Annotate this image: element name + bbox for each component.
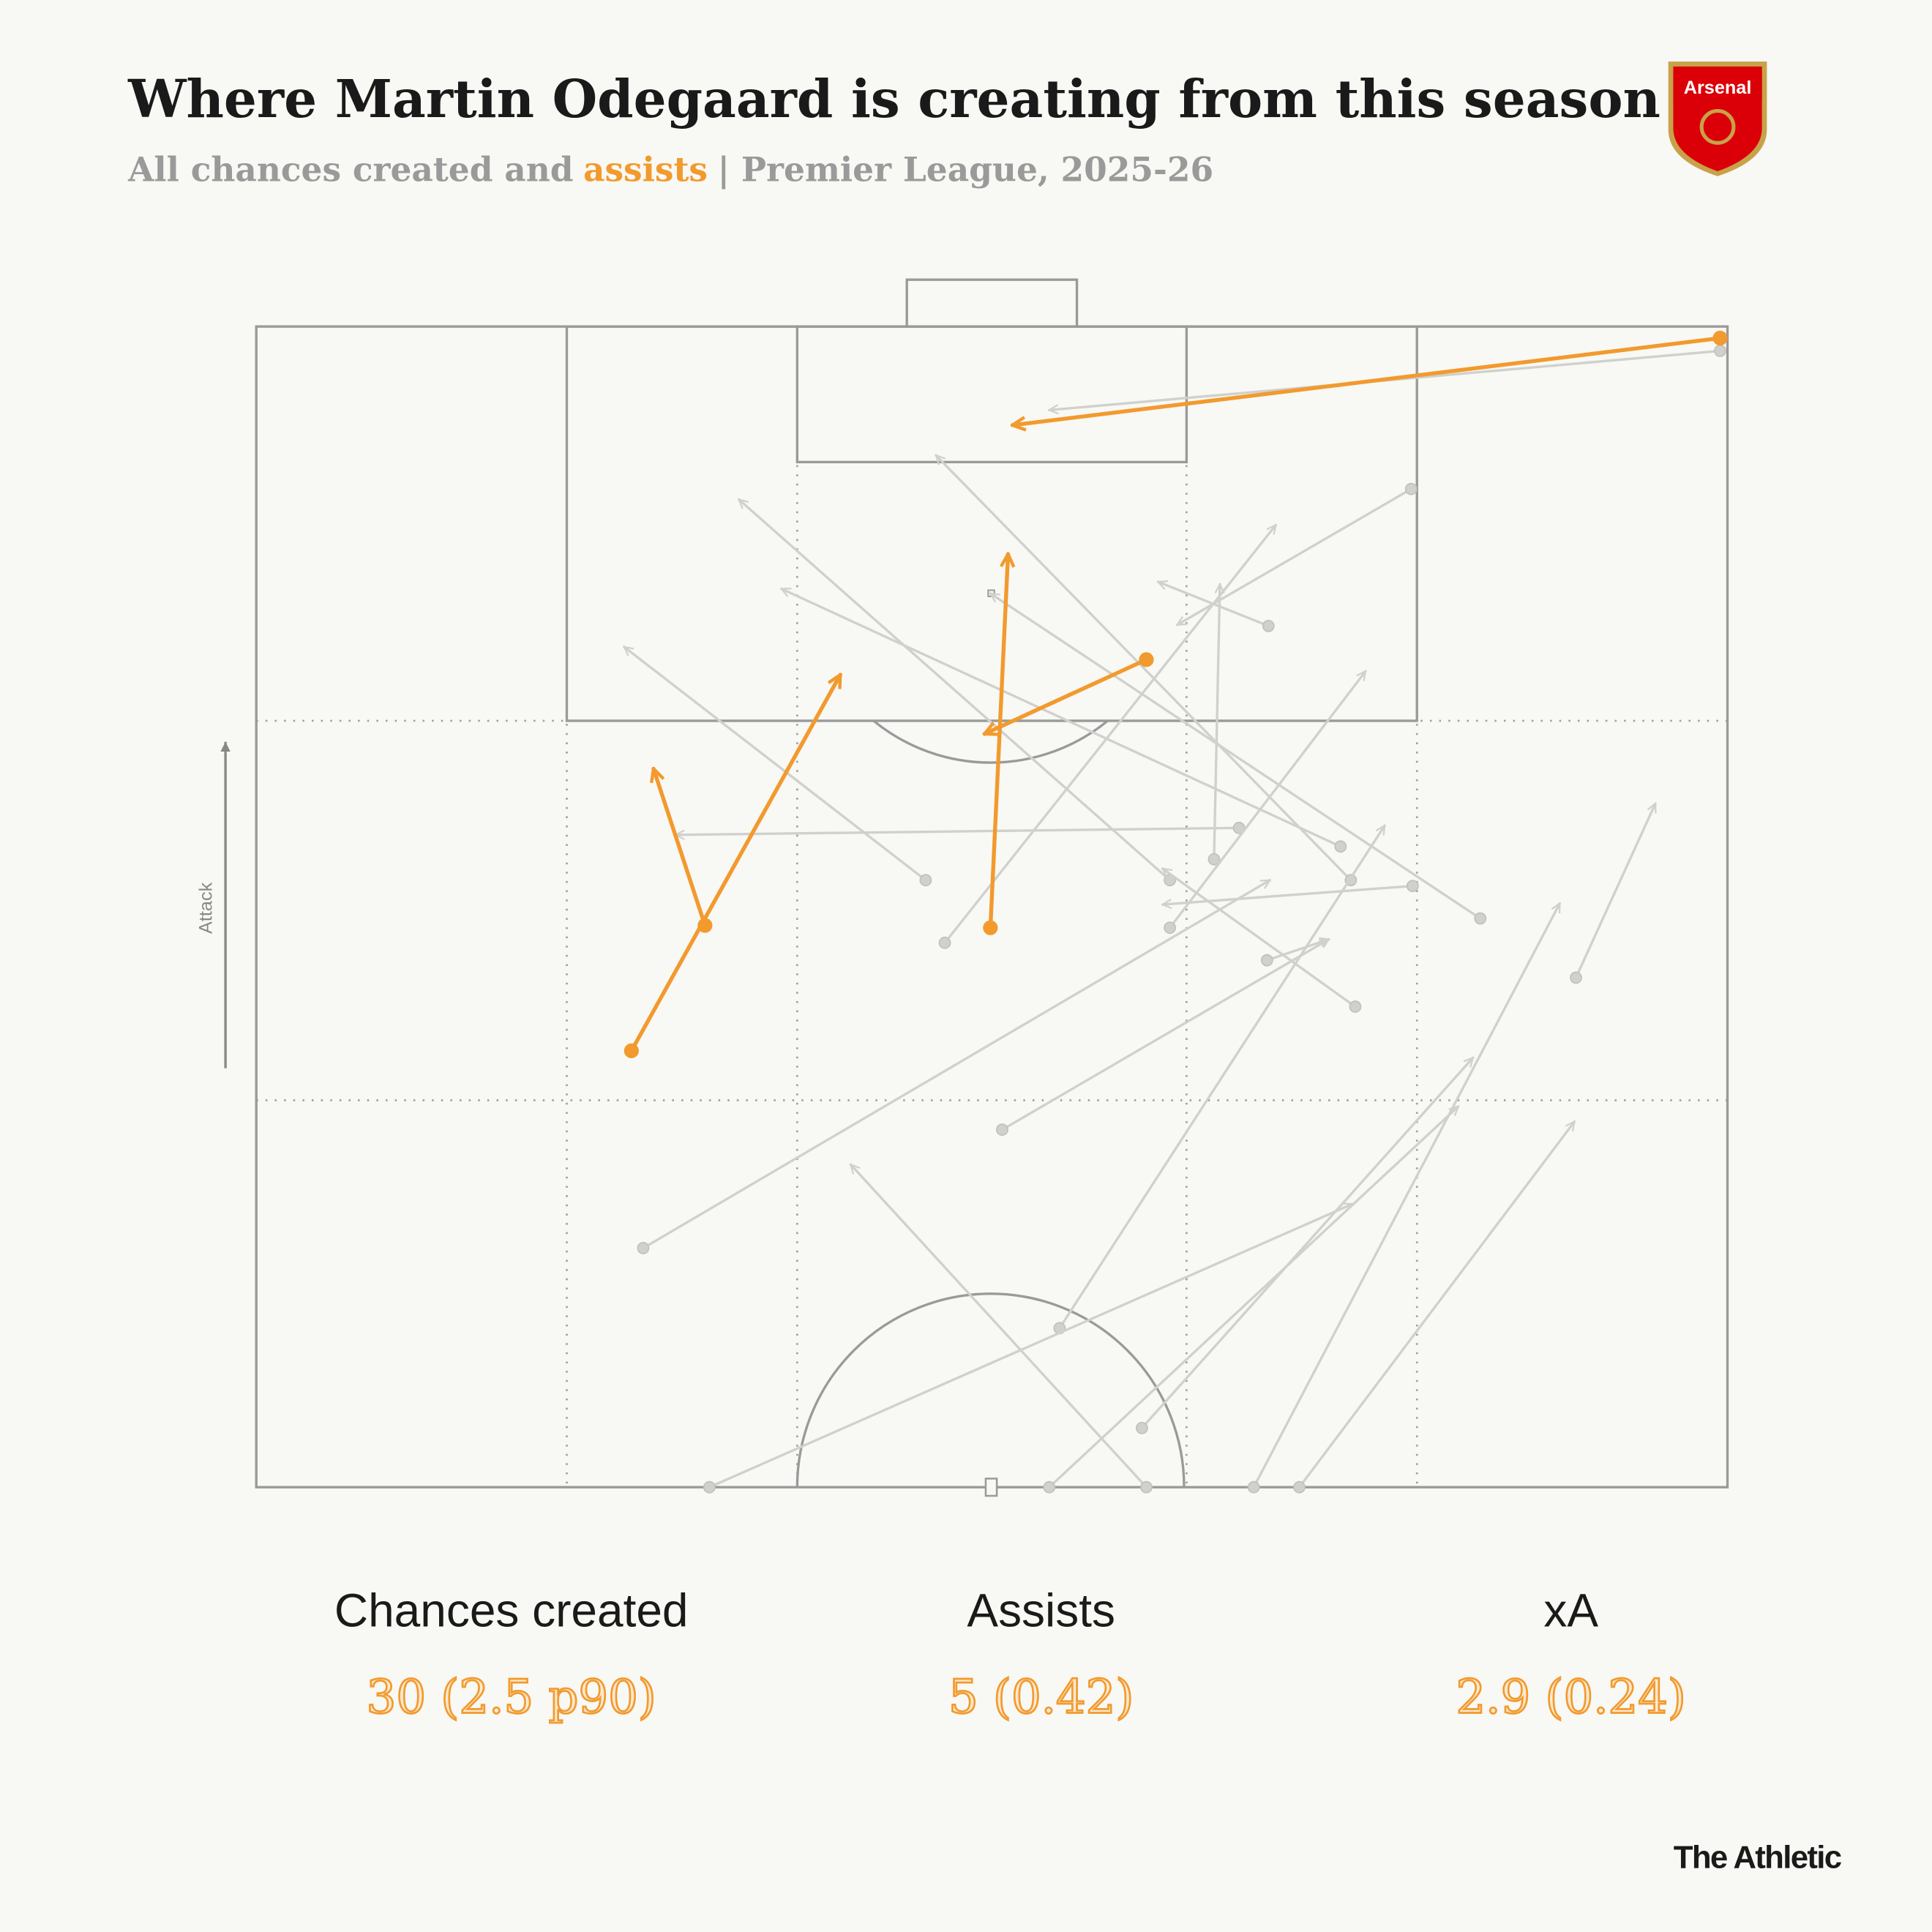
pass-arrow bbox=[708, 1204, 1352, 1489]
title: Where Martin Odegaard is creating from t… bbox=[127, 69, 1660, 130]
pass-origin bbox=[1135, 1421, 1148, 1434]
logo-text: Arsenal bbox=[1684, 78, 1752, 98]
pass-arrow bbox=[1574, 804, 1657, 979]
pass-arrow bbox=[1252, 903, 1562, 1489]
pass-arrow bbox=[943, 525, 1278, 945]
logo-band bbox=[1673, 71, 1762, 102]
pass-origin bbox=[938, 936, 951, 949]
pass-origin bbox=[1404, 482, 1418, 495]
footer-brand: The Athletic bbox=[1674, 1839, 1842, 1875]
pass-origin bbox=[996, 1123, 1008, 1137]
pass-arrow bbox=[936, 455, 1352, 882]
club-logo: Arsenal bbox=[1668, 61, 1767, 176]
pass-origin bbox=[1260, 954, 1273, 967]
pass-arrow bbox=[1058, 825, 1386, 1330]
subtitle-highlight: assists bbox=[583, 150, 708, 190]
pass-arrow bbox=[624, 645, 927, 882]
pass-arrow bbox=[782, 587, 1342, 848]
pass-origin bbox=[1164, 921, 1177, 935]
subtitle-part: All chances created and bbox=[127, 150, 573, 190]
pass-arrow bbox=[990, 592, 1482, 920]
pass-arrow bbox=[984, 657, 1149, 734]
stats: Chances created 30 (2.5 p90) Assists 5 (0.4… bbox=[334, 1584, 1687, 1725]
pass-arrow bbox=[1000, 937, 1328, 1131]
pass-origin bbox=[1262, 619, 1275, 632]
pass-origin bbox=[983, 920, 998, 935]
pass-arrow bbox=[739, 498, 1172, 882]
subtitle-part: | Premier League, 2025-26 bbox=[717, 150, 1213, 190]
pass-arrow bbox=[1163, 884, 1414, 905]
pass-origin bbox=[624, 1043, 639, 1058]
subtitle: All chances created and assists | Premier … bbox=[127, 150, 1213, 190]
attack-label: Attack bbox=[196, 882, 217, 934]
pass-origin bbox=[1712, 330, 1728, 346]
stat-label: xA bbox=[1543, 1584, 1598, 1636]
pass-arrow bbox=[1140, 1057, 1472, 1429]
pass-origin bbox=[1293, 1480, 1306, 1494]
pass-origin bbox=[1334, 840, 1347, 853]
pass-arrow bbox=[1013, 336, 1723, 425]
pass-origin bbox=[1406, 880, 1419, 893]
pass-origin bbox=[1140, 1480, 1153, 1494]
pass-origin bbox=[919, 874, 932, 887]
pass-arrow bbox=[654, 768, 708, 928]
pass-origin bbox=[703, 1480, 716, 1494]
stat-value: 30 (2.5 p90) bbox=[367, 1670, 656, 1724]
centre-spot bbox=[984, 1478, 998, 1497]
pass-origin bbox=[1139, 652, 1154, 667]
pass-origin bbox=[1474, 912, 1487, 925]
pass-arrow bbox=[850, 1164, 1148, 1489]
pass-origin bbox=[1043, 1480, 1056, 1494]
pass-origin bbox=[1247, 1480, 1260, 1494]
pass-arrow bbox=[1168, 671, 1367, 929]
stat-value: 2.9 (0.24) bbox=[1456, 1670, 1685, 1724]
pitch bbox=[255, 278, 1729, 1497]
pass-arrow bbox=[674, 826, 1240, 835]
pass-origin bbox=[1349, 1000, 1362, 1013]
stat-label: Assists bbox=[967, 1584, 1115, 1636]
logo-cannon bbox=[1699, 109, 1736, 145]
pass-arrow bbox=[1163, 867, 1357, 1008]
pass-arrow bbox=[1298, 1122, 1576, 1489]
pass-arrow bbox=[988, 554, 1008, 930]
pass-origin bbox=[637, 1242, 650, 1254]
penalty-arc bbox=[872, 719, 1109, 764]
centre-circle bbox=[795, 1292, 1186, 1488]
stat-value: 5 (0.42) bbox=[948, 1670, 1134, 1724]
pass-arrow bbox=[629, 675, 842, 1053]
pass-origin bbox=[1714, 345, 1726, 357]
pass-origin bbox=[1208, 853, 1221, 866]
pass-arrow bbox=[642, 879, 1270, 1250]
pass-arrow bbox=[1265, 940, 1328, 962]
pass-arrow bbox=[1213, 583, 1220, 861]
pass-arrow bbox=[1048, 1107, 1459, 1489]
goal bbox=[905, 278, 1079, 328]
pass-origin bbox=[697, 918, 713, 933]
passes bbox=[624, 330, 1728, 1494]
pass-origin bbox=[1570, 971, 1582, 984]
stat-label: Chances created bbox=[334, 1584, 689, 1636]
